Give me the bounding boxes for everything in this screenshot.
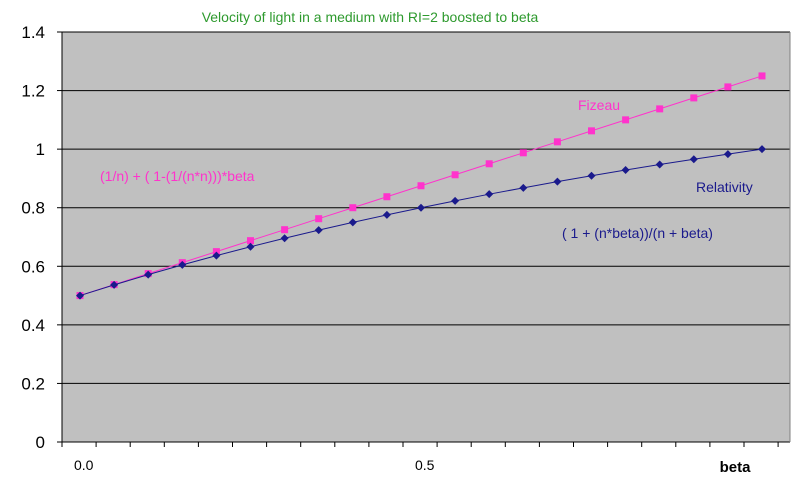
y-tick-label: 1 [36,140,45,159]
plot-area [62,32,790,442]
y-tick-label: 0.8 [21,199,45,218]
data-point [655,160,664,169]
data-point [451,171,459,179]
data-point [724,83,732,91]
data-point [622,116,630,124]
data-point [246,242,255,251]
data-point [110,280,119,289]
y-tick-label: 1.4 [21,23,45,42]
data-point [758,72,766,80]
data-point [76,291,84,300]
data-point [382,210,391,219]
data-point [451,196,460,205]
x-tick-label: 0.0 [74,457,94,473]
y-tick-labels: 0 0.2 0.4 0.6 0.8 1 1.2 1.4 [21,23,45,452]
data-point [349,204,357,212]
data-point [588,127,595,135]
data-point [758,145,766,154]
x-tick-labels: 0.0 0.5 [74,457,435,473]
y-tick-label: 0.6 [21,257,45,276]
data-point [519,149,527,157]
data-point [519,183,528,192]
data-point [656,105,664,113]
chart-title: Velocity of light in a medium with RI=2 … [202,9,539,25]
data-point [689,155,698,164]
data-point [212,251,221,260]
y-tick-label: 1.2 [21,82,45,101]
data-point [723,150,732,159]
y-tick-label: 0 [36,433,45,452]
data-point [144,270,153,279]
data-point [178,260,187,269]
data-point [553,138,561,146]
data-point [417,182,425,190]
data-point [383,193,391,201]
data-point [247,237,254,245]
annotation-relativity-label: Relativity [696,179,753,195]
annotation-fizeau-formula: (1/n) + ( 1-(1/(n*n)))*beta [100,168,255,184]
data-point [485,160,493,168]
y-tick-label: 0.2 [21,374,45,393]
data-point [587,171,596,180]
data-point [314,226,323,235]
data-point [417,203,425,212]
annotation-relativity-formula: ( 1 + (n*beta))/(n + beta) [562,225,713,241]
axes [57,31,791,447]
data-point [553,177,562,186]
annotation-fizeau-label: Fizeau [578,97,620,113]
series-relativity [76,145,766,300]
x-axis-label: beta [720,459,752,476]
x-tick-label: 0.5 [415,457,435,473]
series-layer [76,72,766,300]
data-point [621,166,630,175]
data-point [348,218,357,227]
data-point [280,234,289,243]
y-tick-label: 0.4 [21,316,45,335]
data-point [281,226,289,234]
data-point [690,94,698,102]
data-point [315,215,323,223]
data-point [485,190,494,199]
